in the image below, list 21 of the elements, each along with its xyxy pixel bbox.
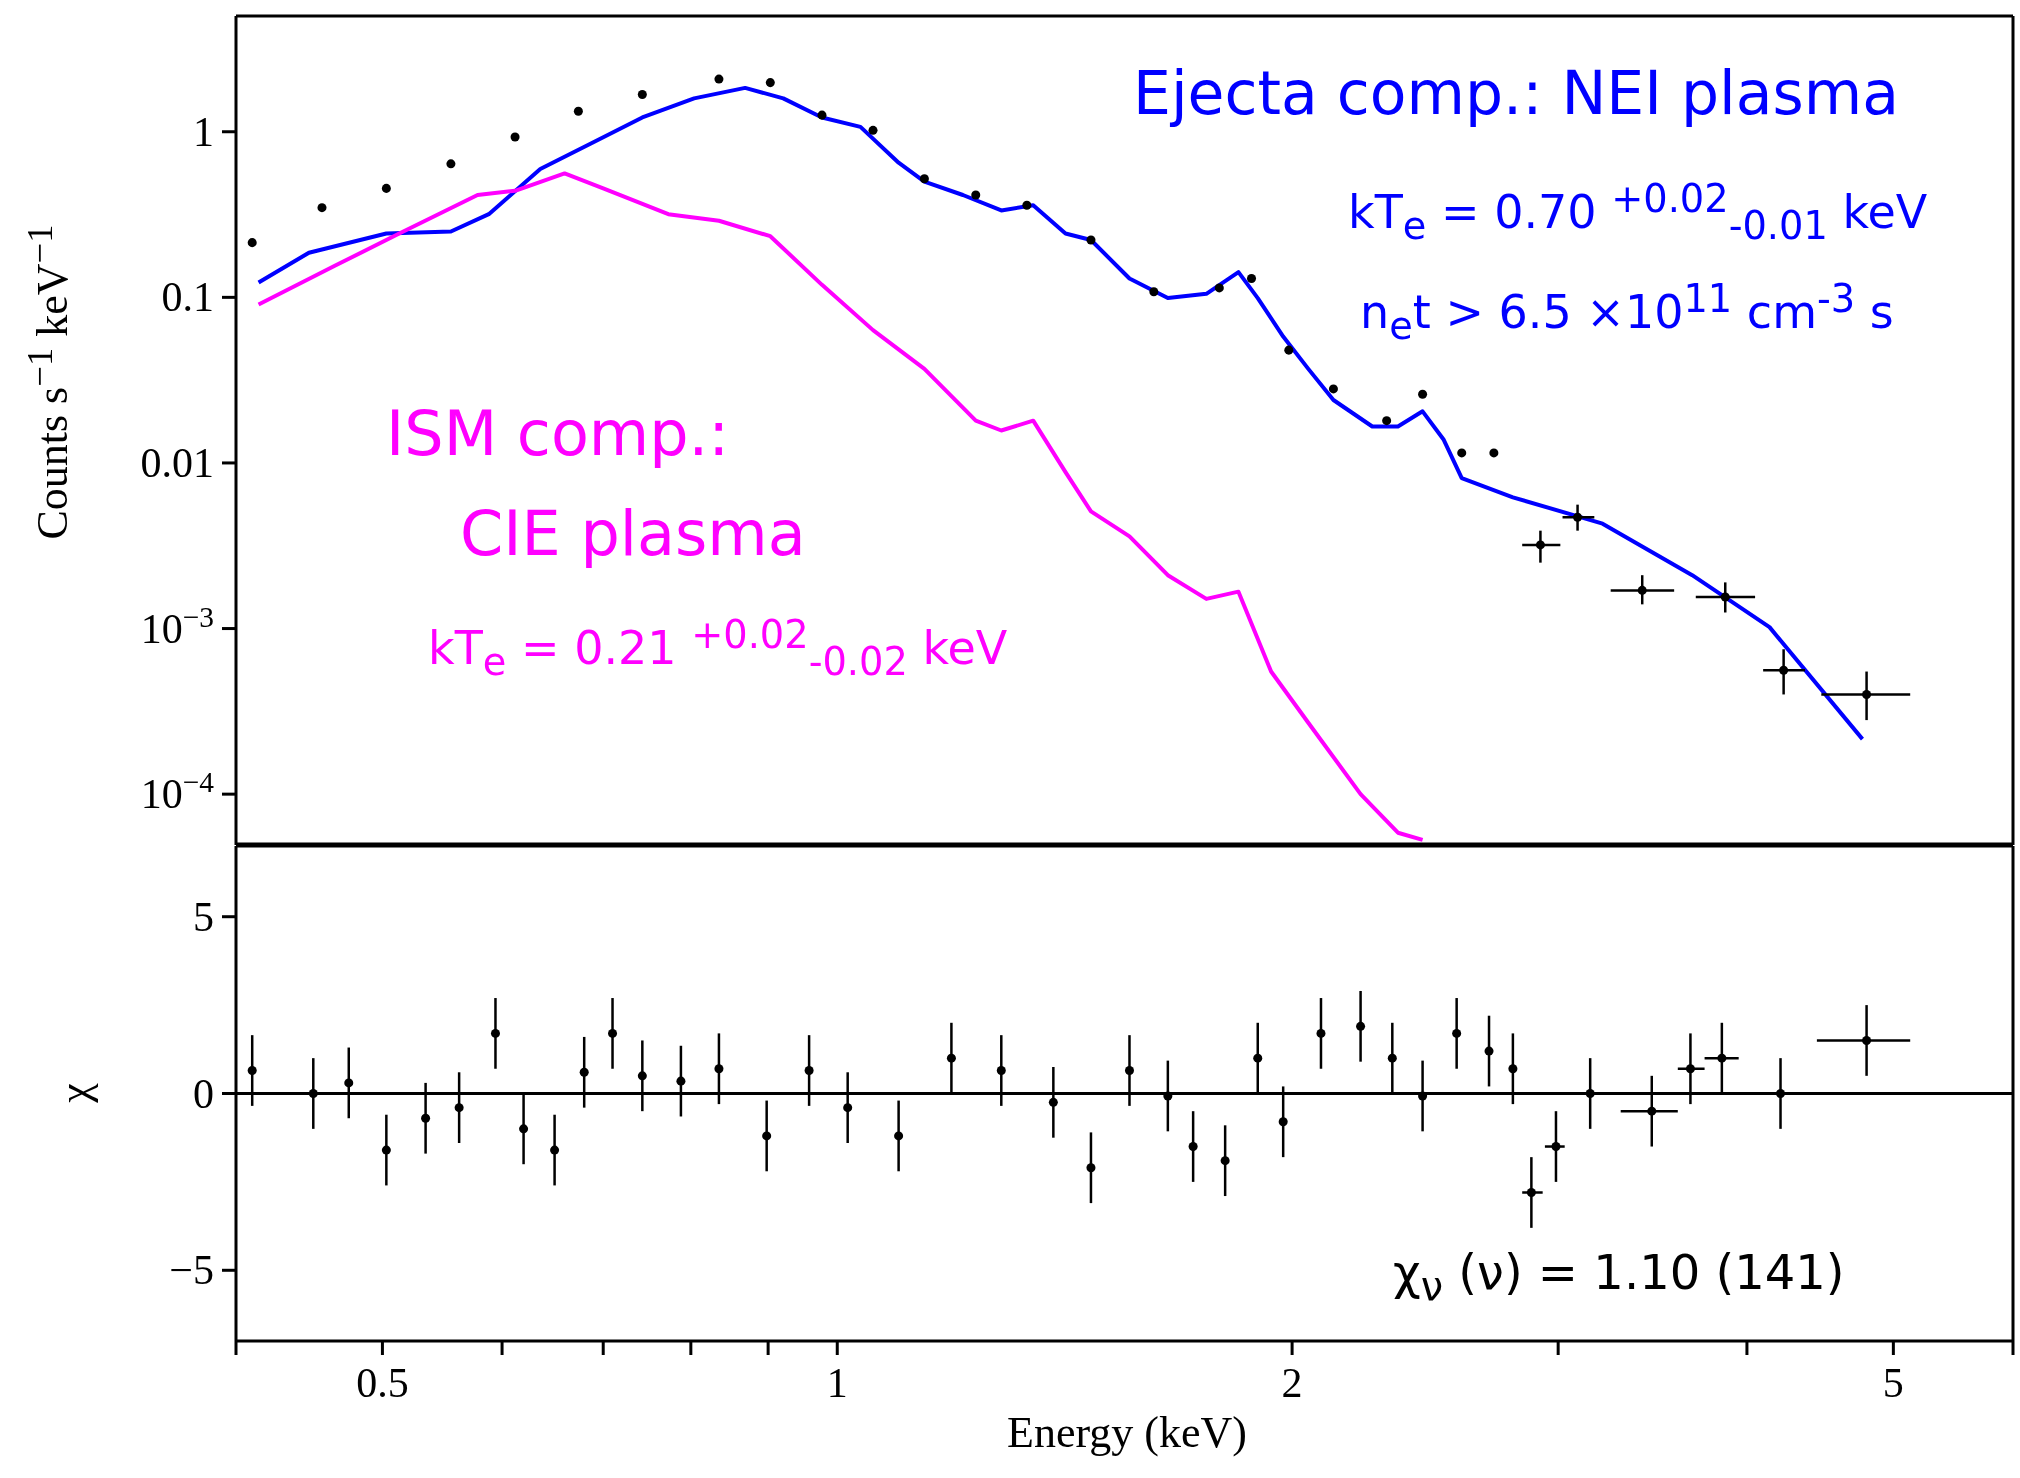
y-axis-title: χ [48, 1083, 100, 1103]
y-tick-label: 5 [193, 893, 214, 940]
y-tick-label: 0 [193, 1070, 214, 1117]
y-tick-label: 0.01 [140, 439, 214, 486]
y-tick-label: 10$^{−3}$ [140, 600, 214, 652]
annotation: χ$_{ν}$ (ν) = 1.10 (141) [1393, 1244, 1845, 1309]
annotation: kT$_{e}$ = 0.21 $^{+0.02}$$_{-0.02}$ keV [428, 612, 1008, 684]
y-tick-label: 10$^{−4}$ [140, 766, 215, 818]
x-axis-title: Energy (keV) [1006, 1407, 1248, 1458]
y-tick-label: −5 [169, 1247, 214, 1294]
y-tick-label: 0.1 [161, 274, 214, 321]
x-tick-label: 5 [1882, 1360, 1904, 1406]
x-tick-label: 2 [1281, 1360, 1303, 1406]
y-tick-label: 1 [193, 108, 214, 155]
annotation: kT$_{e}$ = 0.70 $^{+0.02}$$_{-0.01}$ keV [1348, 176, 1928, 248]
annotation: n$_{e}$t > 6.5 ×10$^{11}$ cm$^{-3}$ s [1360, 276, 1894, 348]
x-tick-label: 1 [826, 1360, 848, 1406]
annotation: Ejecta comp.: NEI plasma [1133, 58, 1899, 128]
annotation: ISM comp.: [386, 397, 730, 470]
annotation: CIE plasma [460, 497, 806, 570]
x-tick-label: 0.5 [356, 1360, 409, 1406]
